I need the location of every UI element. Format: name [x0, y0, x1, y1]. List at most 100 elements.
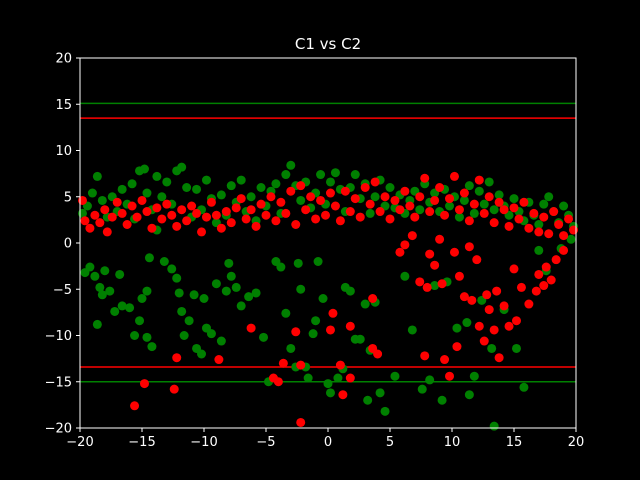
- data-point: [469, 208, 479, 218]
- data-point: [335, 216, 345, 226]
- data-point: [365, 208, 375, 218]
- data-point: [117, 301, 127, 311]
- data-point: [142, 188, 152, 198]
- data-point: [415, 277, 425, 287]
- data-point: [524, 223, 534, 233]
- data-point: [345, 373, 355, 383]
- data-point: [182, 183, 192, 192]
- data-point: [395, 247, 405, 257]
- data-point: [256, 199, 266, 209]
- data-point: [325, 325, 335, 335]
- data-point: [80, 216, 90, 226]
- data-point: [177, 205, 187, 215]
- y-tick-label: −10: [45, 329, 72, 344]
- data-point: [216, 336, 226, 346]
- data-point: [201, 212, 211, 222]
- data-point: [420, 351, 430, 361]
- data-point: [325, 388, 335, 398]
- data-point: [162, 177, 172, 187]
- data-point: [340, 186, 350, 196]
- data-point: [162, 199, 172, 209]
- y-tick-label: 20: [55, 52, 72, 67]
- data-point: [407, 231, 417, 241]
- data-point: [206, 197, 216, 207]
- data-point: [462, 318, 472, 328]
- data-point: [266, 192, 276, 202]
- x-tick-label: 15: [506, 435, 523, 450]
- data-point: [311, 316, 321, 326]
- data-point: [430, 281, 440, 291]
- data-point: [135, 316, 145, 326]
- data-point: [172, 353, 182, 363]
- data-point: [296, 181, 306, 191]
- data-point: [534, 227, 544, 237]
- data-point: [489, 325, 499, 335]
- data-point: [152, 171, 162, 181]
- data-point: [246, 205, 256, 215]
- data-point: [92, 319, 102, 329]
- data-point: [531, 286, 541, 296]
- data-point: [489, 218, 499, 228]
- data-point: [534, 245, 544, 255]
- data-point: [375, 207, 385, 217]
- data-point: [417, 384, 427, 394]
- data-point: [92, 171, 102, 181]
- data-point: [231, 203, 241, 213]
- data-point: [345, 207, 355, 217]
- data-point: [281, 170, 291, 180]
- data-point: [325, 177, 335, 187]
- data-point: [276, 197, 286, 207]
- data-point: [420, 173, 430, 183]
- data-point: [467, 295, 477, 305]
- data-point: [251, 288, 261, 298]
- data-point: [226, 218, 236, 228]
- data-point: [544, 229, 554, 239]
- data-point: [259, 332, 269, 342]
- data-point: [132, 212, 142, 222]
- data-point: [137, 195, 147, 205]
- data-point: [286, 186, 296, 196]
- data-point: [85, 223, 95, 233]
- data-point: [246, 192, 256, 202]
- data-point: [296, 284, 306, 294]
- data-point: [77, 195, 87, 205]
- x-tick-label: −10: [190, 435, 217, 450]
- data-point: [380, 192, 390, 202]
- y-tick-label: −5: [53, 283, 72, 298]
- data-point: [87, 188, 97, 198]
- data-point: [338, 390, 348, 400]
- x-tick-label: 20: [568, 435, 585, 450]
- data-point: [345, 286, 355, 296]
- data-point: [122, 220, 132, 229]
- data-point: [318, 294, 328, 303]
- data-point: [117, 184, 127, 194]
- data-point: [221, 286, 231, 296]
- data-point: [435, 183, 445, 192]
- data-point: [469, 371, 479, 381]
- data-point: [311, 214, 321, 224]
- data-point: [360, 299, 370, 309]
- data-point: [167, 264, 177, 274]
- data-point: [430, 260, 440, 270]
- data-point: [405, 201, 415, 211]
- data-point: [303, 373, 313, 383]
- y-tick-label: 10: [55, 144, 72, 159]
- data-point: [368, 294, 378, 303]
- data-point: [216, 223, 226, 233]
- data-point: [177, 306, 187, 316]
- data-point: [516, 282, 526, 292]
- data-point: [509, 203, 519, 213]
- data-point: [226, 271, 236, 281]
- data-point: [484, 305, 494, 315]
- data-point: [308, 329, 318, 339]
- data-point: [489, 205, 499, 215]
- data-point: [142, 207, 152, 217]
- data-point: [559, 245, 569, 255]
- data-point: [313, 257, 323, 266]
- data-point: [479, 199, 489, 209]
- data-point: [197, 227, 207, 237]
- data-point: [519, 197, 529, 207]
- data-point: [177, 162, 187, 172]
- data-point: [291, 220, 301, 229]
